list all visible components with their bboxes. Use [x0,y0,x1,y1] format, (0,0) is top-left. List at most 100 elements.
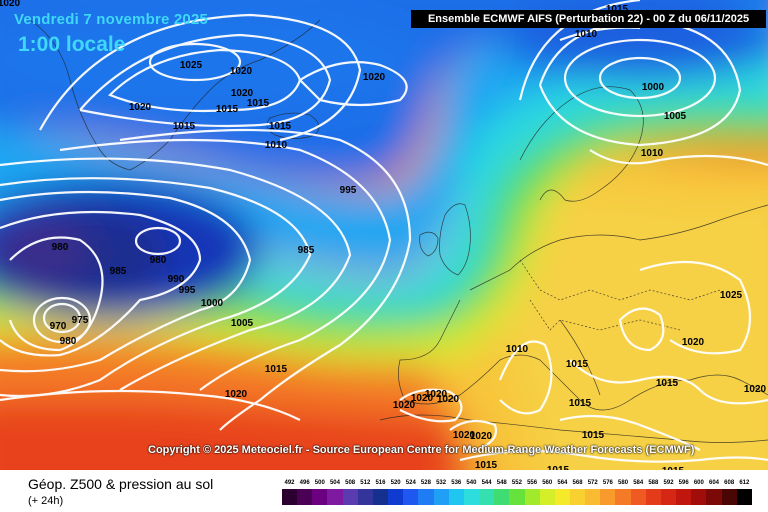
isobar-label: 1015 [606,4,629,15]
legend-swatch [479,489,495,505]
legend-swatch [312,489,328,505]
isobar-label: 1005 [231,318,254,329]
isobar-label: 985 [298,245,315,256]
isobar-label: 1000 [201,298,224,309]
isobar-label: 1015 [173,121,196,132]
isobar-label: 1020 [411,393,434,404]
isobar-label: 1020 [744,384,767,395]
color-legend [282,489,752,505]
legend-swatch [721,489,737,505]
footer-title: Géop. Z500 & pression au sol [28,476,214,492]
geopotential-field [0,0,768,470]
isobar-label: 1020 [129,102,152,113]
legend-swatch [600,489,616,505]
isobar-label: 1015 [566,359,589,370]
legend-tick: 576 [602,480,613,486]
isobar-label: 1015 [656,378,679,389]
isobar-label: 975 [72,315,89,326]
isobar-label: 1015 [247,98,270,109]
legend-swatch [372,489,389,505]
legend-swatch [463,489,480,505]
forecast-date: Vendredi 7 novembre 2025 [14,11,209,28]
legend-tick: 520 [390,480,401,486]
isobar-label: 1020 [231,88,254,99]
legend-swatch [494,489,510,505]
isobar-label: 995 [340,185,357,196]
legend-tick: 548 [496,480,507,486]
isobar-label: 1020 [0,0,21,9]
legend-tick: 596 [678,480,689,486]
isobar-label: 1020 [363,72,386,83]
legend-tick: 536 [451,480,462,486]
legend-swatch [585,489,601,505]
legend-tick: 528 [420,480,431,486]
isobar-label: 1020 [393,400,416,411]
isobar-label: 1015 [475,460,498,470]
isobar-lines [0,0,768,462]
legend-swatch [569,489,586,505]
isobar-label: 980 [52,242,69,253]
legend-tick: 516 [375,480,386,486]
isobar-label: 1020 [437,394,460,405]
legend-tick: 564 [557,480,568,486]
isobar-label: 1005 [664,111,687,122]
isobar-label: 970 [50,321,67,332]
isobar-label: 990 [168,274,185,285]
legend-tick: 544 [481,480,492,486]
legend-swatch [630,489,646,505]
legend-swatch [403,489,419,505]
legend-tick: 508 [345,480,356,486]
legend-tick: 588 [648,480,659,486]
legend-swatch [539,489,555,505]
legend-tick: 584 [633,480,644,486]
legend-swatch [660,489,677,505]
isobar-label: 1025 [720,290,743,301]
legend-swatch [418,489,434,505]
legend-swatch [327,489,343,505]
legend-swatch [282,489,298,505]
isobar-label: 1020 [225,389,248,400]
isobar-label: 1020 [470,431,493,442]
isobar-label: 1015 [547,465,570,470]
legend-swatch [524,489,540,505]
isobar-label: 1010 [506,344,529,355]
legend-tick: 556 [527,480,538,486]
legend-swatch [554,489,570,505]
legend-tick: 592 [663,480,674,486]
legend-tick: 492 [284,480,295,486]
copyright-notice: Copyright © 2025 Meteociel.fr - Source E… [148,444,695,456]
isobar-label: 985 [110,266,127,277]
isobar-label: 1015 [569,398,592,409]
legend-swatch [357,489,373,505]
legend-tick: 496 [299,480,310,486]
isobar-label: 1000 [642,82,665,93]
coastlines [29,19,768,443]
isobar-label: 1010 [265,140,288,151]
isobar-label: 995 [179,285,196,296]
legend-swatch [706,489,722,505]
legend-swatch [676,489,692,505]
isobar-label: 1015 [662,466,685,470]
legend-swatch [509,489,525,505]
forecast-time: 1:00 locale [18,33,126,56]
legend-tick: 540 [466,480,477,486]
legend-swatch [645,489,661,505]
legend-tick: 560 [542,480,553,486]
legend-tick: 552 [511,480,522,486]
legend-tick: 532 [436,480,447,486]
isobar-label: 1020 [425,389,448,400]
legend-swatch [388,489,404,505]
isobar-label: 1025 [180,60,203,71]
isobar-label: 1015 [582,430,605,441]
legend-tick: 608 [724,480,735,486]
legend-tick: 604 [709,480,720,486]
isobar-label: 1020 [230,66,253,77]
legend-tick: 524 [405,480,416,486]
legend-swatch [691,489,707,505]
legend-tick: 568 [572,480,583,486]
legend-tick: 572 [587,480,598,486]
isobar-label: 1015 [269,121,292,132]
legend-tick: 612 [739,480,750,486]
